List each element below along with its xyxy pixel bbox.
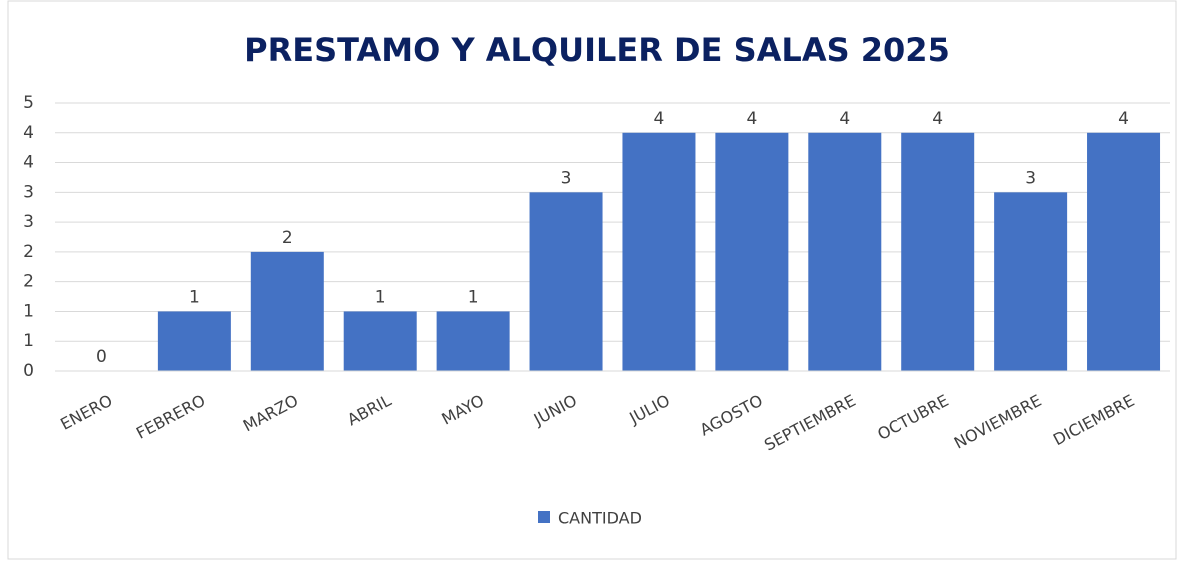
value-label: 2 (282, 228, 293, 248)
bar (622, 132, 696, 371)
bar (436, 311, 510, 371)
value-label: 1 (189, 287, 200, 307)
legend-swatch (538, 511, 550, 523)
bar (1087, 132, 1161, 371)
bar (250, 251, 324, 371)
value-label: 1 (468, 287, 479, 307)
y-tick-label: 4 (23, 153, 34, 173)
value-label: 3 (561, 168, 572, 188)
value-label: 4 (746, 109, 757, 129)
value-label: 4 (1118, 109, 1129, 129)
y-tick-label: 4 (23, 123, 34, 143)
y-tick-label: 2 (23, 272, 34, 292)
chart-title: PRESTAMO Y ALQUILER DE SALAS 2025 (244, 31, 950, 69)
y-tick-label: 2 (23, 242, 34, 262)
value-label: 4 (839, 109, 850, 129)
value-label: 4 (932, 109, 943, 129)
legend-label: CANTIDAD (558, 509, 642, 528)
y-tick-label: 0 (23, 361, 34, 381)
y-tick-label: 5 (23, 93, 34, 113)
y-tick-label: 3 (23, 182, 34, 202)
bar (808, 132, 882, 371)
bar (529, 192, 603, 371)
bar (157, 311, 231, 371)
value-label: 4 (654, 109, 665, 129)
bar (343, 311, 417, 371)
y-tick-label: 1 (23, 331, 34, 351)
bar (901, 132, 975, 371)
value-label: 3 (1025, 168, 1036, 188)
value-label: 0 (96, 347, 107, 367)
bar (994, 192, 1068, 371)
y-tick-label: 3 (23, 212, 34, 232)
bar (715, 132, 789, 371)
y-tick-label: 1 (23, 301, 34, 321)
value-label: 1 (375, 287, 386, 307)
